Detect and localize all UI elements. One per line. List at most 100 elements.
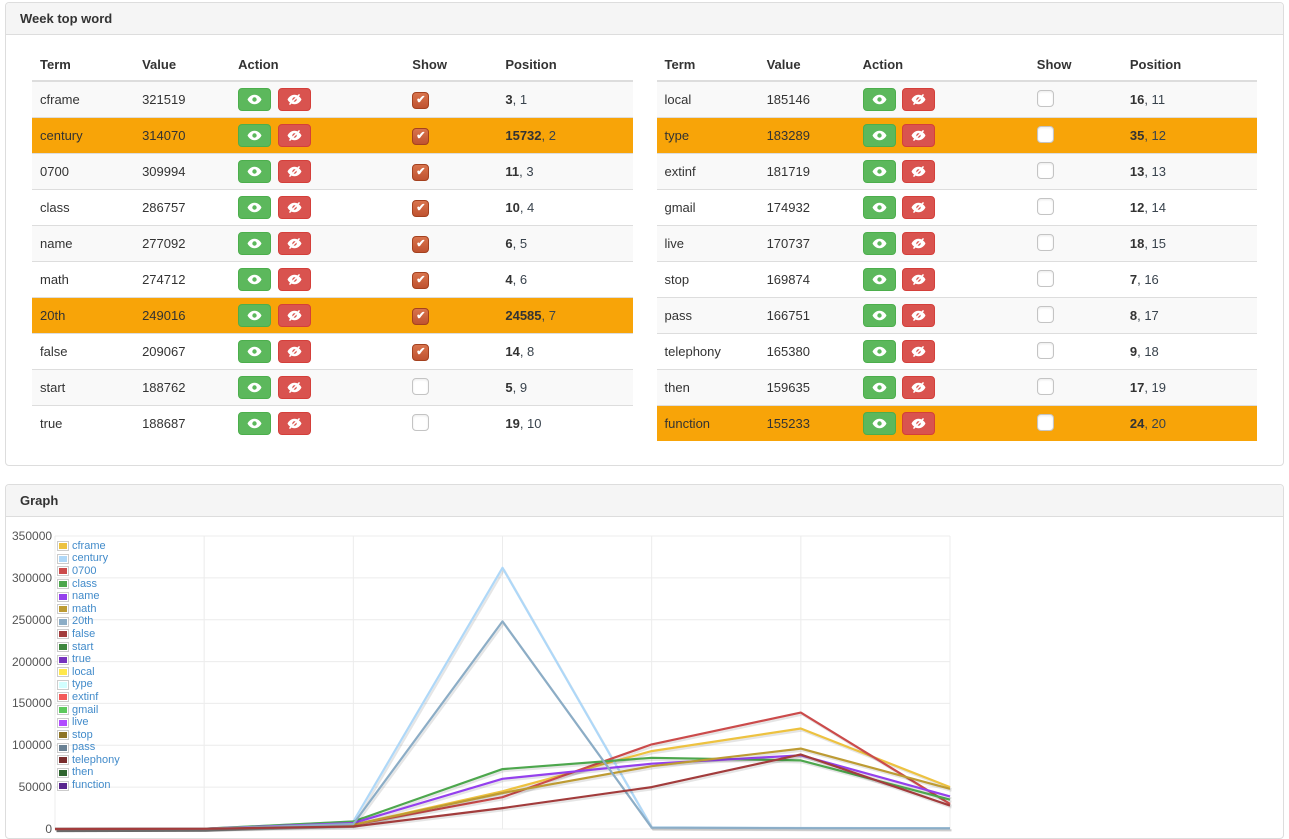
show-term-button[interactable] — [862, 196, 896, 219]
legend-item-live: live — [57, 716, 120, 729]
action-cell — [230, 117, 405, 154]
value-cell: 321519 — [134, 80, 231, 118]
show-checkbox[interactable] — [1036, 341, 1054, 359]
value-cell: 274712 — [134, 261, 231, 298]
y-tick-label: 200000 — [12, 654, 53, 669]
eye-slash-icon — [287, 238, 302, 249]
eye-slash-icon — [911, 310, 926, 321]
table-row: then 159635 17, 19 — [656, 369, 1257, 406]
term-cell: math — [32, 261, 135, 298]
show-term-button[interactable] — [862, 304, 896, 327]
hide-term-button[interactable] — [902, 160, 936, 183]
legend-label: pass — [72, 741, 96, 754]
hide-term-button[interactable] — [902, 412, 936, 435]
show-checkbox[interactable] — [412, 199, 430, 217]
show-term-button[interactable] — [238, 232, 272, 255]
show-checkbox[interactable] — [1036, 197, 1054, 215]
legend-item-false: false — [57, 628, 120, 641]
show-checkbox[interactable] — [1036, 125, 1054, 143]
legend-swatch — [57, 767, 69, 778]
position-rank: 18 — [1129, 236, 1145, 251]
show-term-button[interactable] — [862, 160, 896, 183]
show-term-button[interactable] — [862, 376, 896, 399]
show-checkbox[interactable] — [1036, 413, 1054, 431]
hide-term-button[interactable] — [902, 268, 936, 291]
eye-slash-icon — [287, 346, 302, 357]
col-header-value: Value — [758, 49, 855, 82]
legend-label: then — [72, 766, 94, 779]
show-term-button[interactable] — [238, 412, 272, 435]
show-term-button[interactable] — [862, 268, 896, 291]
hide-term-button[interactable] — [902, 196, 936, 219]
col-header-show: Show — [404, 49, 498, 82]
show-cell — [404, 405, 498, 441]
hide-term-button[interactable] — [902, 376, 936, 399]
show-term-button[interactable] — [238, 124, 272, 147]
show-term-button[interactable] — [238, 304, 272, 327]
show-checkbox[interactable] — [1036, 305, 1054, 323]
hide-term-button[interactable] — [902, 232, 936, 255]
y-tick-label: 150000 — [12, 696, 53, 711]
position-cell: 9, 18 — [1121, 333, 1257, 370]
show-checkbox[interactable] — [412, 127, 430, 145]
show-term-button[interactable] — [238, 268, 272, 291]
show-cell — [1028, 225, 1122, 262]
show-term-button[interactable] — [238, 376, 272, 399]
table-row: function 155233 24, 20 — [656, 405, 1257, 441]
show-checkbox[interactable] — [412, 271, 430, 289]
legend-label: function — [72, 779, 111, 792]
show-term-button[interactable] — [238, 88, 272, 111]
hide-term-button[interactable] — [277, 88, 311, 111]
show-checkbox[interactable] — [1036, 377, 1054, 395]
eye-icon — [872, 94, 887, 105]
show-term-button[interactable] — [862, 232, 896, 255]
show-checkbox[interactable] — [1036, 269, 1054, 287]
eye-slash-icon — [287, 94, 302, 105]
show-term-button[interactable] — [238, 340, 272, 363]
position-rank: 12 — [1129, 200, 1145, 215]
hide-term-button[interactable] — [277, 376, 311, 399]
show-term-button[interactable] — [238, 160, 272, 183]
hide-term-button[interactable] — [902, 124, 936, 147]
value-cell: 174932 — [758, 189, 855, 226]
hide-term-button[interactable] — [277, 196, 311, 219]
show-checkbox[interactable] — [1036, 89, 1054, 107]
table-row: live 170737 18, 15 — [656, 225, 1257, 262]
show-checkbox[interactable] — [412, 377, 430, 395]
hide-term-button[interactable] — [902, 88, 936, 111]
show-term-button[interactable] — [862, 340, 896, 363]
hide-term-button[interactable] — [277, 232, 311, 255]
hide-term-button[interactable] — [902, 304, 936, 327]
position-rank: 10 — [505, 200, 520, 215]
hide-term-button[interactable] — [902, 340, 936, 363]
legend-label: extinf — [72, 690, 99, 703]
show-checkbox[interactable] — [412, 163, 430, 181]
hide-term-button[interactable] — [277, 124, 311, 147]
y-tick-label: 350000 — [12, 529, 53, 543]
show-term-button[interactable] — [862, 88, 896, 111]
show-term-button[interactable] — [862, 124, 896, 147]
hide-term-button[interactable] — [277, 304, 311, 327]
col-header-term: Term — [656, 49, 759, 82]
show-checkbox[interactable] — [412, 413, 430, 431]
show-checkbox[interactable] — [412, 91, 430, 109]
hide-term-button[interactable] — [277, 160, 311, 183]
legend-swatch — [57, 679, 69, 690]
position-rank: 9 — [1129, 344, 1138, 359]
position-cell: 11, 3 — [497, 153, 633, 190]
position-cell: 35, 12 — [1121, 117, 1257, 154]
show-checkbox[interactable] — [1036, 233, 1054, 251]
show-checkbox[interactable] — [412, 343, 430, 361]
graph-panel: Graph 0 50000 100000 150000 200000 250000 3000… — [5, 484, 1284, 839]
show-checkbox[interactable] — [412, 235, 430, 253]
show-checkbox[interactable] — [1036, 161, 1054, 179]
show-checkbox[interactable] — [412, 307, 430, 325]
position-rank: 35 — [1129, 128, 1145, 143]
position-cell: 3, 1 — [497, 80, 633, 118]
hide-term-button[interactable] — [277, 340, 311, 363]
hide-term-button[interactable] — [277, 412, 311, 435]
show-term-button[interactable] — [238, 196, 272, 219]
legend-item-pass: pass — [57, 742, 120, 755]
hide-term-button[interactable] — [277, 268, 311, 291]
show-term-button[interactable] — [862, 412, 896, 435]
